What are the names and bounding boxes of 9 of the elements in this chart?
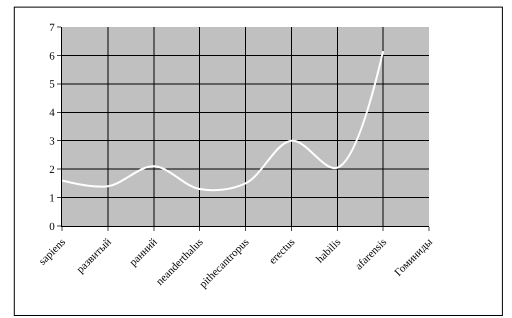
line-series — [62, 50, 384, 192]
y-tick-label: 3 — [49, 136, 56, 148]
y-tick-label: 1 — [49, 192, 55, 204]
y-tick-label: 6 — [49, 50, 56, 62]
y-tick-label: 5 — [49, 78, 56, 91]
y-tick-label: 4 — [49, 107, 56, 120]
y-tick-label: 2 — [49, 164, 55, 176]
y-tick-label: 7 — [49, 22, 56, 34]
y-tick-label: 0 — [49, 220, 56, 233]
